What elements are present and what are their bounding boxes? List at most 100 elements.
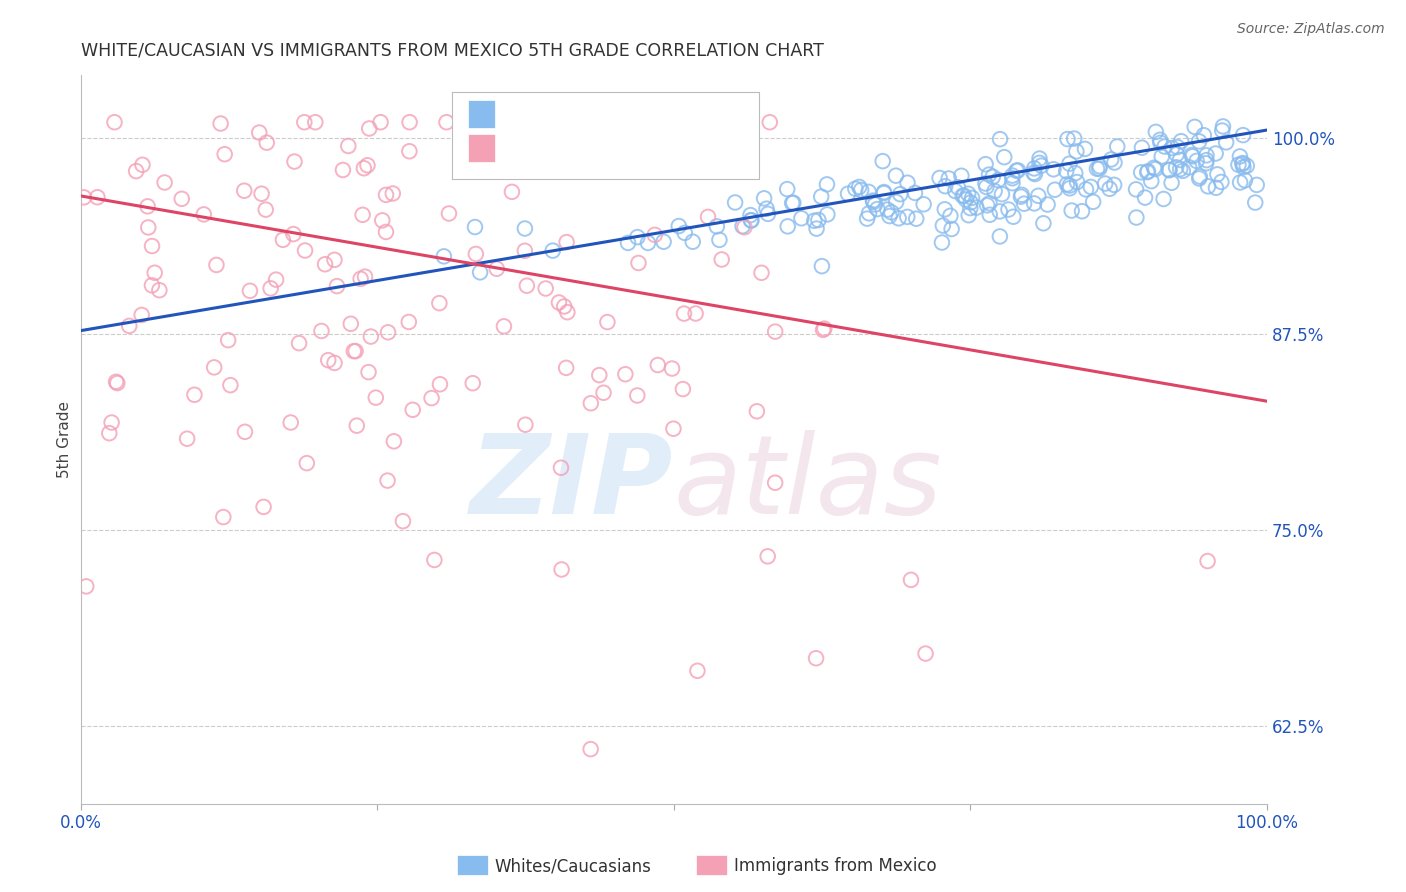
Point (170, 192, 193, 206)
Point (73, 190, 96, 204)
FancyBboxPatch shape (468, 134, 495, 162)
Point (579, 742, 602, 756)
Point (364, 391, 387, 405)
Text: ZIP: ZIP (470, 430, 673, 537)
Point (756, 207, 779, 221)
Point (202, 360, 225, 375)
Point (887, 211, 910, 226)
Point (1229, 176, 1251, 190)
Point (337, 139, 360, 153)
Point (977, 168, 1000, 182)
Point (740, 213, 762, 227)
Point (900, 573, 922, 587)
Point (398, 315, 420, 329)
Point (381, 186, 404, 201)
Point (553, 300, 575, 314)
Point (934, 202, 956, 217)
Point (1166, 147, 1188, 161)
Point (579, 396, 602, 410)
Point (402, 402, 425, 417)
Point (1130, 165, 1153, 179)
Point (662, 422, 685, 436)
Point (131, 158, 153, 172)
Point (143, 266, 166, 280)
Point (988, 204, 1011, 219)
Point (763, 325, 786, 339)
Point (1080, 180, 1102, 194)
Text: R =  0.743   N = 200: R = 0.743 N = 200 (509, 105, 696, 123)
Point (983, 184, 1005, 198)
Point (1244, 195, 1267, 210)
Point (1005, 163, 1028, 178)
Point (1232, 128, 1254, 142)
Point (976, 180, 998, 194)
Point (212, 510, 235, 524)
Point (959, 201, 981, 215)
Point (311, 324, 333, 338)
Point (1160, 176, 1182, 190)
Point (492, 319, 515, 334)
Point (626, 230, 648, 244)
Point (283, 227, 305, 241)
Point (1236, 159, 1258, 173)
Point (344, 344, 367, 359)
Point (1205, 146, 1227, 161)
Point (813, 321, 835, 335)
Point (1059, 181, 1081, 195)
Point (810, 189, 832, 203)
Point (1088, 159, 1111, 173)
Point (567, 115, 589, 129)
Point (371, 213, 394, 227)
Point (1188, 169, 1211, 184)
Point (991, 187, 1014, 202)
Point (323, 252, 346, 267)
Point (943, 184, 966, 198)
Point (1007, 163, 1029, 178)
Point (429, 377, 451, 392)
Point (136, 199, 159, 213)
Point (896, 176, 918, 190)
Point (1159, 163, 1181, 178)
Point (912, 197, 935, 211)
Point (1168, 153, 1191, 167)
Point (856, 211, 879, 226)
Point (706, 219, 728, 234)
Point (685, 306, 707, 320)
Point (136, 220, 159, 235)
Point (763, 475, 786, 490)
Point (862, 194, 884, 208)
Point (264, 272, 287, 286)
Point (745, 404, 768, 418)
Point (776, 182, 799, 196)
Point (485, 261, 508, 276)
Point (959, 195, 981, 210)
Point (103, 115, 125, 129)
Point (1246, 178, 1268, 192)
Point (1081, 194, 1104, 209)
Point (359, 121, 381, 136)
Point (176, 432, 198, 446)
Point (1001, 169, 1024, 183)
Point (1026, 189, 1049, 203)
Point (1107, 139, 1129, 153)
Text: atlas: atlas (673, 430, 942, 537)
Point (668, 219, 690, 233)
Point (1059, 157, 1081, 171)
Point (997, 202, 1019, 217)
Point (1211, 123, 1233, 137)
Point (957, 208, 980, 222)
Point (1136, 165, 1159, 179)
Point (343, 344, 366, 359)
Point (873, 186, 896, 200)
Point (288, 336, 311, 351)
Point (752, 191, 775, 205)
Point (354, 269, 377, 284)
Point (873, 185, 896, 199)
Point (420, 391, 443, 405)
Point (952, 189, 974, 203)
Point (1188, 171, 1211, 186)
Point (1063, 131, 1085, 145)
Point (1059, 178, 1081, 193)
Point (1024, 196, 1046, 211)
Point (965, 201, 987, 215)
